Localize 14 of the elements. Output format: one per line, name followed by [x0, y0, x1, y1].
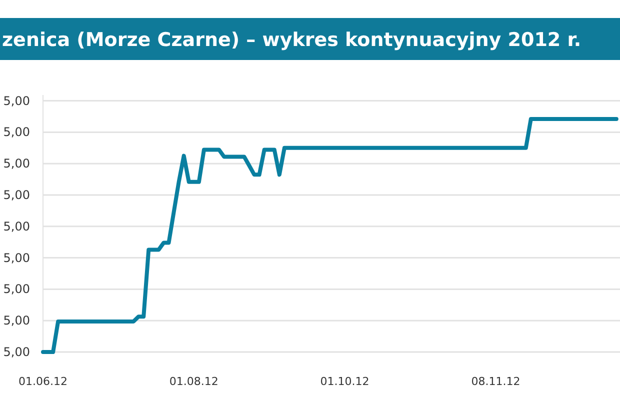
- text: 5,00: [3, 345, 30, 359]
- chart-title: zenica (Morze Czarne) – wykres kontynuacyjny 2012 r.: [2, 29, 582, 51]
- text: 5,00: [3, 156, 30, 171]
- text: 5,00: [3, 219, 30, 234]
- text: 5,00: [3, 188, 30, 202]
- x-tick-label: 01.08.12: [169, 375, 218, 388]
- text: 5,00: [3, 282, 30, 296]
- text: 5,00: [3, 125, 30, 140]
- x-tick-label: 01.06.12: [18, 375, 68, 388]
- x-tick-label: 08.11.12: [471, 375, 520, 388]
- x-tick-label: 01.10.12: [320, 375, 370, 388]
- text: 5,00: [3, 250, 30, 265]
- text: 5,00: [3, 314, 30, 328]
- text: 5,00: [3, 94, 30, 108]
